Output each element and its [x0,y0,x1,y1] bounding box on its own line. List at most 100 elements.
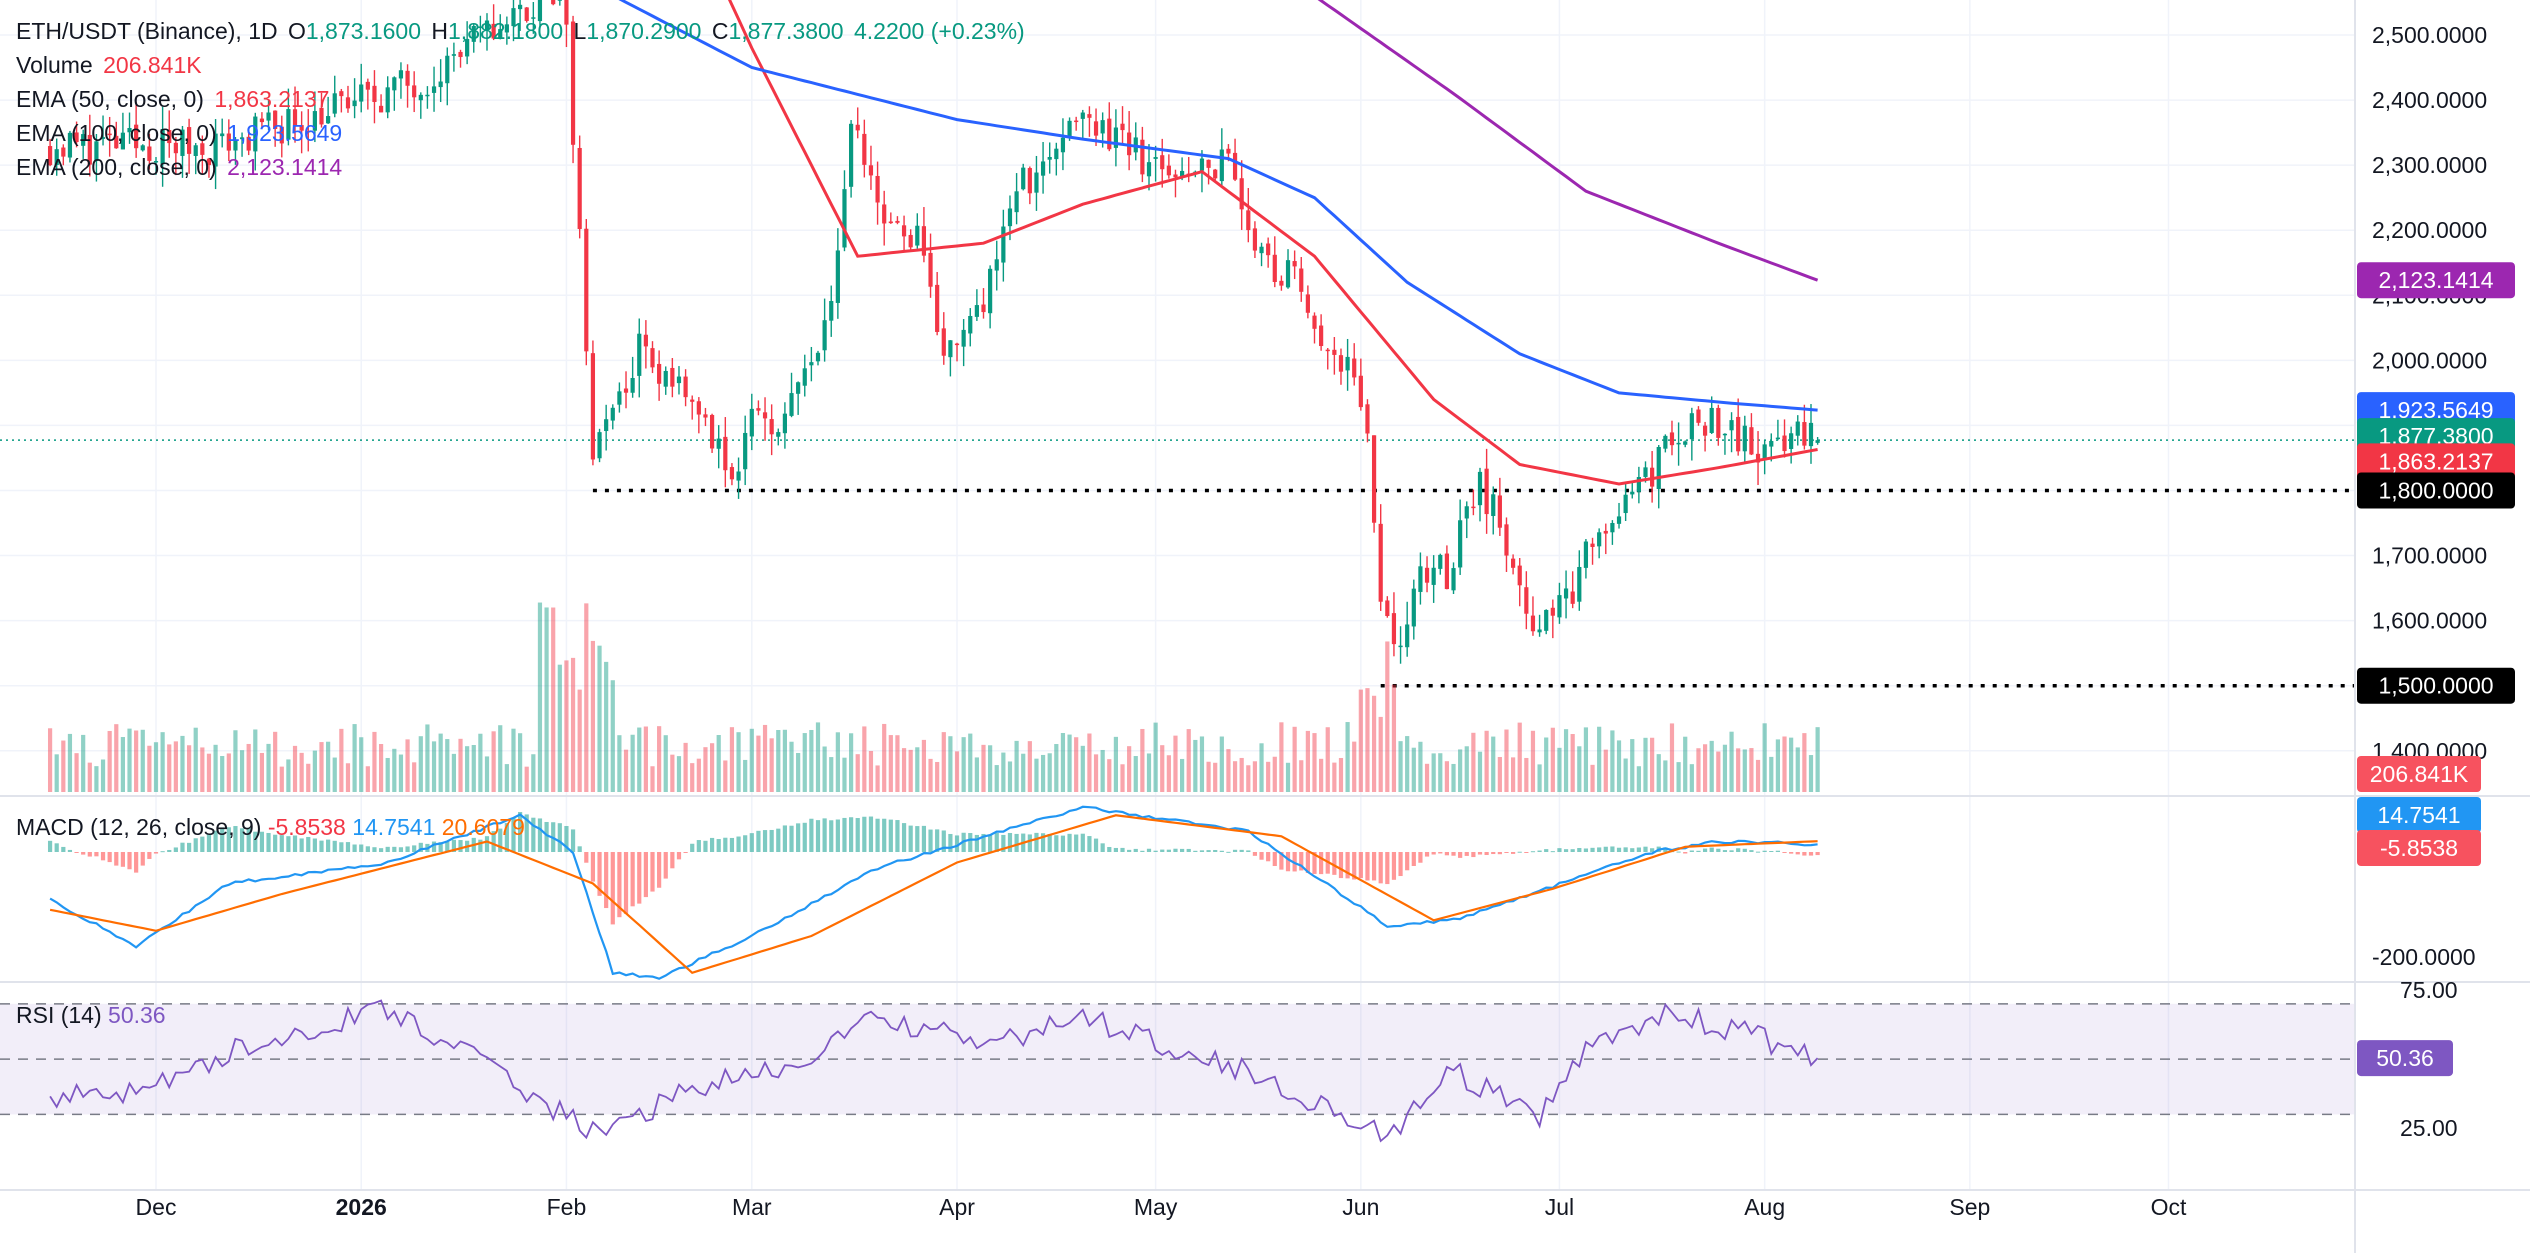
candle-body[interactable] [1789,433,1794,449]
candle-body[interactable] [1782,435,1787,452]
candle-body[interactable] [1093,121,1099,136]
candle-body[interactable] [1736,416,1741,452]
candle-body[interactable] [1166,165,1171,176]
candle-body[interactable] [888,221,893,224]
candle-body[interactable] [1623,494,1628,514]
candle-body[interactable] [948,340,953,358]
candle-body[interactable] [167,130,172,144]
price-axis[interactable]: 2,500.0000 2,400.0000 2,300.0000 2,200.0000… [2372,22,2487,1141]
candle-body[interactable] [743,432,748,470]
candle-body[interactable] [1570,591,1575,604]
candle-body[interactable] [1471,506,1476,509]
candle-body[interactable] [1451,568,1456,591]
candle-body[interactable] [789,393,794,416]
candle-body[interactable] [901,225,907,237]
candle-body[interactable] [114,135,119,149]
candle-body[interactable] [1405,624,1410,648]
candle-body[interactable] [206,158,212,166]
candle-body[interactable] [1504,524,1509,556]
candle-body[interactable] [1378,523,1383,602]
candle-body[interactable] [782,413,787,434]
candle-body[interactable] [365,81,370,90]
candle-body[interactable] [637,333,642,376]
candle-body[interactable] [802,368,807,386]
candle-body[interactable] [107,133,112,136]
candle-body[interactable] [1438,554,1443,569]
candle-body[interactable] [1709,407,1714,433]
candle-body[interactable] [286,109,291,140]
candle-body[interactable] [954,343,960,346]
candle-body[interactable] [326,116,331,124]
candle-body[interactable] [1530,615,1536,632]
candle-body[interactable] [796,382,801,394]
candle-body[interactable] [961,329,966,347]
candle-body[interactable] [842,189,847,248]
candle-body[interactable] [551,0,556,5]
candle-body[interactable] [1299,268,1304,292]
candle-body[interactable] [100,137,106,139]
candle-body[interactable] [200,143,205,155]
candle-body[interactable] [266,112,271,121]
candle-body[interactable] [1544,609,1549,631]
candle-body[interactable] [1120,123,1125,131]
candle-body[interactable] [670,367,675,387]
candle-body[interactable] [1001,226,1006,263]
candle-body[interactable] [1517,565,1522,586]
candle-body[interactable] [1259,246,1264,254]
candle-body[interactable] [988,268,993,314]
candle-body[interactable] [1153,157,1158,159]
candle-body[interactable] [882,204,887,224]
candle-body[interactable] [1795,421,1800,436]
candle-body[interactable] [1100,120,1105,134]
candle-body[interactable] [1643,467,1648,477]
candle-body[interactable] [531,17,536,19]
candle-body[interactable] [180,129,185,156]
symbol-title[interactable]: ETH/USDT (Binance), 1D [16,18,278,44]
candle-body[interactable] [1577,566,1582,602]
candle-body[interactable] [1418,566,1423,592]
candle-body[interactable] [1246,210,1251,231]
candle-body[interactable] [312,111,317,131]
candle-body[interactable] [259,118,265,123]
candle-body[interactable] [994,259,999,271]
candle-body[interactable] [1762,444,1767,461]
candle-body[interactable] [1358,375,1363,408]
candle-body[interactable] [676,376,682,384]
horizontal-levels[interactable] [0,439,2355,688]
candle-body[interactable] [756,408,761,411]
candle-body[interactable] [703,414,708,418]
candle-body[interactable] [1319,325,1324,347]
candle-body[interactable] [577,147,582,230]
candle-body[interactable] [412,85,417,98]
candle-body[interactable] [1603,530,1608,534]
candle-body[interactable] [74,132,79,143]
candle-body[interactable] [855,124,860,131]
candle-body[interactable] [120,132,125,150]
candle-body[interactable] [650,348,655,368]
candle-body[interactable] [1285,260,1291,288]
candle-body[interactable] [1371,435,1377,523]
candle-body[interactable] [478,26,483,28]
candle-body[interactable] [862,133,867,165]
candle-body[interactable] [253,116,258,152]
candle-body[interactable] [1080,112,1085,119]
candle-body[interactable] [187,127,192,154]
candle-body[interactable] [193,145,198,156]
candle-body[interactable] [1140,139,1145,175]
candle-body[interactable] [941,328,946,356]
candle-body[interactable] [524,7,529,21]
candle-body[interactable] [1676,442,1681,445]
candle-body[interactable] [829,301,834,321]
candle-body[interactable] [915,225,920,246]
candle-body[interactable] [1683,441,1688,445]
candle-body[interactable] [359,84,364,102]
candle-body[interactable] [458,51,463,58]
candle-body[interactable] [67,132,73,158]
candle-body[interactable] [1338,355,1344,372]
candle-body[interactable] [815,352,821,362]
candle-body[interactable] [81,134,86,146]
candle-body[interactable] [1749,427,1754,455]
candle-body[interactable] [1775,437,1780,440]
candle-body[interactable] [1630,491,1635,495]
candle-body[interactable] [405,70,410,86]
